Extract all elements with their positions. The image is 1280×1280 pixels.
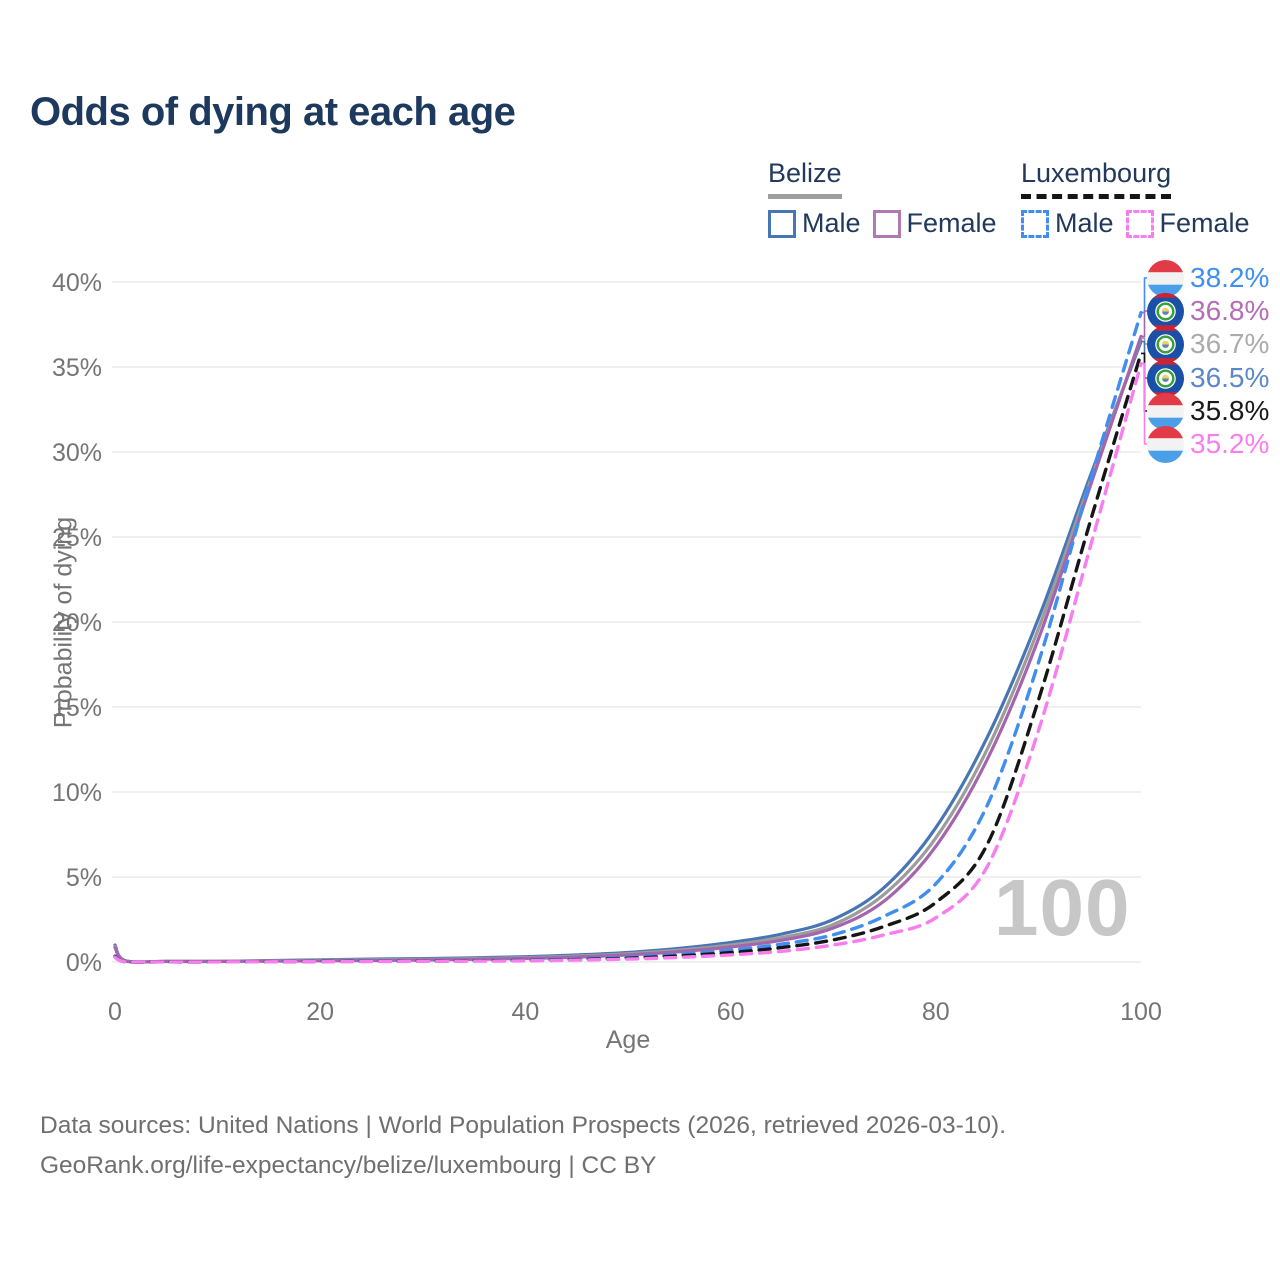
belize-flag-icon [1147,325,1184,363]
y-tick-label: 25% [52,524,102,552]
belize-male-swatch-icon[interactable] [768,209,796,238]
y-tick-label: 40% [52,269,102,297]
footer-attribution: GeoRank.org/life-expectancy/belize/luxem… [40,1152,657,1180]
y-axis-title: Probability of dying [49,516,78,729]
x-tick-label: 60 [717,998,745,1026]
luxembourg-flag-icon [1147,425,1184,463]
x-tick-label: 80 [922,998,950,1026]
end-label-connector [1141,277,1148,314]
x-tick-label: 20 [306,998,334,1026]
y-tick-label: 30% [52,439,102,467]
legend-group-belize: Belize Male Female [768,158,1009,239]
end-label-row-luxembourg-female: 35.2% [1147,425,1269,463]
legend-label-luxembourg-female[interactable]: Female [1159,208,1250,238]
series-line-belize-female[interactable] [113,334,1143,964]
x-tick-label: 100 [1120,998,1162,1026]
x-axis-title: Age [605,1026,651,1054]
x-tick-label: 40 [511,998,539,1026]
end-label-value: 35.8% [1190,395,1270,426]
legend-label-belize-female[interactable]: Female [906,208,997,238]
end-label-connector [1141,310,1148,338]
end-label-value: 36.7% [1190,328,1270,359]
luxembourg-male-swatch-icon[interactable] [1021,209,1049,238]
end-label-value: 38.2% [1190,262,1270,293]
footer: Data sources: United Nations | World Pop… [40,1106,1006,1186]
luxembourg-female-swatch-icon[interactable] [1125,209,1154,238]
y-tick-label: 35% [52,354,102,382]
belize-flag-icon [1147,292,1184,330]
age-100-watermark: 100 [994,863,1131,952]
end-label-value: 36.8% [1190,295,1270,326]
luxembourg-flag-icon [1147,392,1184,430]
footer-data-sources: Data sources: United Nations | World Pop… [40,1112,1007,1139]
legend-label-luxembourg-male[interactable]: Male [1055,208,1114,238]
legend-label-belize-male[interactable]: Male [802,208,861,238]
end-label-connector [1141,362,1148,445]
luxembourg-flag-icon [1147,259,1184,297]
end-label-row-luxembourg-male: 38.2% [1147,259,1269,297]
x-tick-label: 0 [108,998,122,1026]
end-label-value: 36.5% [1190,362,1270,393]
y-tick-label: 0% [66,949,102,977]
end-label-value: 35.2% [1190,428,1270,459]
y-tick-label: 20% [52,609,102,637]
end-label-row-belize-female: 36.8% [1147,292,1269,330]
legend-country-belize[interactable]: Belize [768,158,842,199]
y-tick-label: 15% [52,694,102,722]
belize-flag-icon [1147,359,1184,397]
legend-group-luxembourg: Luxembourg Male Female [1021,158,1262,239]
series-line-luxembourg-both-sexes[interactable] [113,351,1143,964]
y-tick-label: 5% [66,864,102,892]
end-label-row-belize-both-sexes: 36.7% [1147,325,1269,363]
y-tick-label: 10% [52,779,102,807]
chart-title: Odds of dying at each age [30,90,516,134]
series-line-luxembourg-female[interactable] [113,361,1143,964]
legend-country-luxembourg[interactable]: Luxembourg [1021,158,1172,199]
belize-female-swatch-icon[interactable] [872,209,901,238]
end-label-row-luxembourg-both-sexes: 35.8% [1147,392,1269,430]
